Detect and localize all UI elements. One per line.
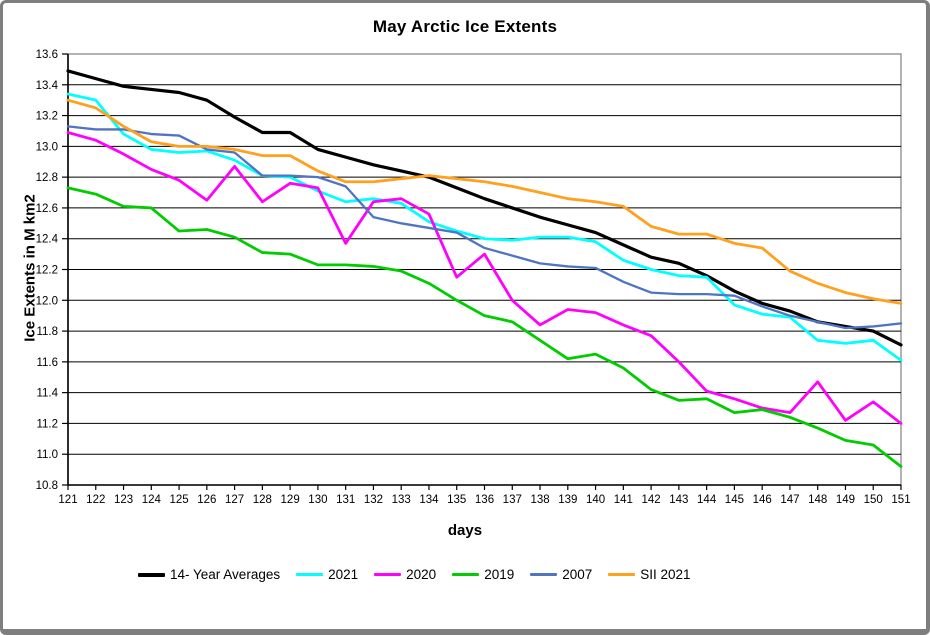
legend-item-2020: 2020 — [374, 567, 436, 582]
y-tick-label: 11.2 — [36, 418, 58, 430]
y-tick-label: 13.2 — [36, 111, 58, 123]
y-tick-label: 11.4 — [36, 388, 58, 400]
legend-label-2020: 2020 — [406, 567, 437, 582]
x-tick-label: 131 — [336, 494, 355, 506]
x-tick-label: 141 — [614, 494, 633, 506]
x-tick-label: 149 — [836, 494, 855, 506]
x-tick-label: 139 — [558, 494, 577, 506]
x-tick-label: 135 — [447, 494, 466, 506]
y-tick-label: 13.6 — [36, 49, 58, 61]
series-line-2021 — [66, 92, 903, 362]
x-tick-label: 145 — [725, 494, 744, 506]
x-tick-label: 129 — [281, 494, 300, 506]
legend-label-2007: 2007 — [562, 567, 593, 582]
y-tick-label: 11.8 — [36, 326, 58, 338]
y-tick-label: 11.0 — [36, 449, 58, 461]
series-line-2007 — [66, 125, 903, 330]
x-tick-label: 138 — [530, 494, 549, 506]
legend-item-14--year-averages: 14- Year Averages — [138, 567, 280, 582]
legend-item-sii-2021: SII 2021 — [608, 567, 691, 582]
y-tick-label: 13.4 — [36, 80, 59, 92]
x-tick-label: 126 — [197, 494, 216, 506]
x-tick-label: 150 — [864, 494, 883, 506]
x-axis-title: days — [447, 522, 483, 539]
x-tick-label: 124 — [142, 494, 162, 506]
x-tick-label: 137 — [503, 494, 522, 506]
series-line-2020 — [66, 131, 903, 425]
x-tick-label: 123 — [114, 494, 133, 506]
series-line-2019 — [66, 186, 903, 468]
x-tick-label: 134 — [419, 494, 439, 506]
y-axis-title: Ice Extents in M km2 — [21, 194, 39, 342]
legend-item-2021: 2021 — [296, 567, 358, 582]
legend-item-2007: 2007 — [530, 567, 592, 582]
x-tick-label: 121 — [58, 494, 77, 506]
x-tick-label: 140 — [586, 494, 605, 506]
chart-title: May Arctic Ice Extents — [372, 17, 558, 36]
x-tick-label: 143 — [669, 494, 688, 506]
legend-swatch-14--year-averages — [138, 572, 165, 577]
x-tick-label: 148 — [808, 494, 827, 506]
legend-label-2019: 2019 — [484, 567, 515, 582]
y-tick-label: 10.8 — [36, 480, 58, 492]
y-tick-label: 13.0 — [36, 141, 58, 153]
x-tick-label: 142 — [642, 494, 661, 506]
x-tick-label: 136 — [475, 494, 494, 506]
legend-label-14--year-averages: 14- Year Averages — [170, 567, 281, 582]
legend: 14- Year Averages 2021 2020 2019 2007 SII 202… — [0, 567, 930, 582]
legend-label-sii-2021: SII 2021 — [640, 567, 691, 582]
x-tick-label: 133 — [392, 494, 411, 506]
x-tick-label: 125 — [169, 494, 188, 506]
y-tick-label: 11.6 — [36, 357, 58, 369]
legend-swatch-2019 — [452, 573, 480, 576]
y-tick-label: 12.6 — [36, 203, 58, 215]
legend-label-2021: 2021 — [328, 567, 359, 582]
x-tick-label: 144 — [697, 494, 717, 506]
series-line-14--year-averages — [66, 69, 903, 347]
x-tick-label: 122 — [86, 494, 105, 506]
legend-swatch-sii-2021 — [608, 573, 636, 576]
x-tick-label: 132 — [364, 494, 383, 506]
legend-swatch-2020 — [374, 573, 402, 576]
legend-item-2019: 2019 — [452, 567, 514, 582]
x-tick-label: 130 — [308, 494, 327, 506]
y-tick-label: 12.8 — [36, 172, 58, 184]
y-tick-label: 12.2 — [36, 265, 58, 277]
y-tick-label: 12.0 — [36, 295, 58, 307]
x-tick-label: 151 — [891, 494, 910, 506]
x-tick-label: 146 — [753, 494, 772, 506]
legend-swatch-2021 — [296, 573, 324, 576]
y-tick-label: 12.4 — [36, 234, 59, 246]
legend-swatch-2007 — [530, 573, 558, 576]
series-line-sii-2021 — [66, 98, 903, 305]
x-tick-label: 147 — [780, 494, 799, 506]
x-tick-label: 128 — [253, 494, 272, 506]
x-tick-label: 127 — [225, 494, 244, 506]
